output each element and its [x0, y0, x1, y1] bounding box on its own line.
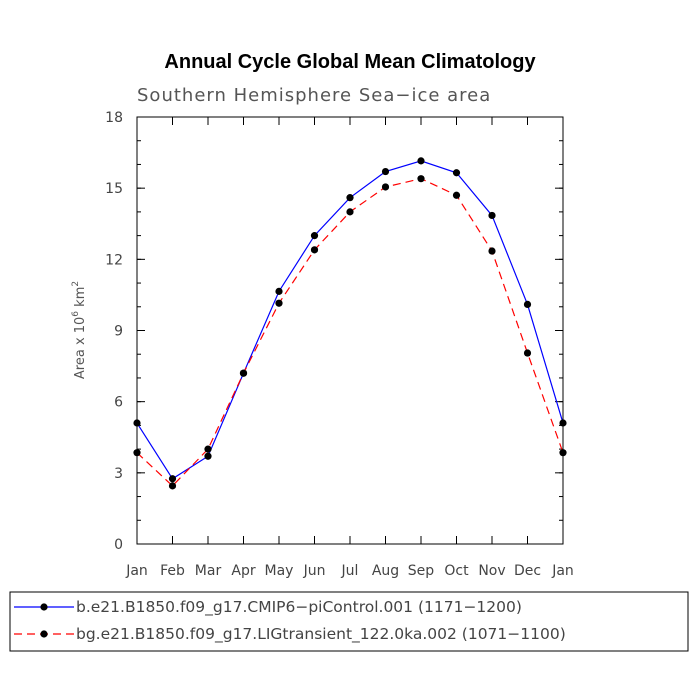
legend-label: bg.e21.B1850.f09_g17.LIGtransient_122.0k…	[76, 625, 566, 644]
x-tick-label: Oct	[444, 563, 469, 579]
data-point	[523, 349, 532, 357]
legend-item-2: bg.e21.B1850.f09_g17.LIGtransient_122.0k…	[14, 625, 566, 644]
data-point	[488, 211, 496, 220]
series-2	[133, 175, 567, 490]
chart-title: Annual Cycle Global Mean Climatology	[164, 51, 536, 73]
y-tick-label: 3	[114, 466, 123, 482]
x-tick-label: Nov	[478, 563, 505, 579]
x-tick-label: Feb	[160, 563, 185, 579]
y-tick-label: 15	[105, 181, 123, 197]
data-point	[133, 419, 141, 427]
data-point	[310, 246, 319, 254]
x-tick-label: Mar	[195, 563, 222, 579]
legend-marker	[40, 603, 48, 611]
data-point	[204, 445, 212, 453]
x-tick-label: Aug	[372, 563, 399, 579]
data-point	[168, 482, 177, 490]
legend-label: b.e21.B1850.f09_g17.CMIP6−piControl.001 …	[76, 598, 522, 617]
data-point	[559, 419, 567, 427]
data-point	[523, 300, 532, 309]
data-point	[381, 183, 390, 191]
legend: b.e21.B1850.f09_g17.CMIP6−piControl.001 …	[9, 591, 689, 652]
y-tick-label: 0	[114, 537, 123, 553]
data-point	[452, 191, 461, 199]
data-point	[488, 247, 496, 255]
data-point	[452, 169, 461, 177]
series-layer	[133, 157, 567, 490]
y-label-unit-exponent: 2	[71, 281, 81, 287]
x-tick-label: Jan	[551, 563, 574, 579]
data-point	[346, 194, 354, 202]
data-point	[133, 449, 141, 457]
plot-frame	[136, 116, 564, 545]
legend-item-1: b.e21.B1850.f09_g17.CMIP6−piControl.001 …	[14, 598, 522, 617]
x-tick-label: Jan	[125, 563, 148, 579]
data-point	[168, 475, 177, 483]
axes: 0 3 6 9 12 15 18 Jan Feb Mar Apr May Jun Jul Aug Sep Oct…	[105, 110, 574, 579]
legend-marker	[40, 630, 48, 638]
chart-subtitle: Southern Hemisphere Sea−ice area	[137, 85, 491, 106]
data-point	[417, 175, 425, 183]
x-tick-label: Apr	[231, 563, 255, 579]
series-1	[133, 157, 567, 483]
data-point	[275, 299, 283, 307]
data-point	[275, 287, 283, 295]
x-tick-label: May	[265, 563, 294, 579]
legend-box	[9, 591, 689, 652]
y-label-prefix: Area x 10	[73, 317, 88, 379]
x-tick-label: Jun	[303, 563, 326, 579]
data-point	[346, 208, 354, 216]
y-axis-label: Area x 106 km2	[71, 281, 88, 379]
y-label-exponent: 6	[71, 311, 81, 317]
y-label-unit: km	[73, 287, 88, 311]
data-point	[239, 369, 248, 377]
data-point	[310, 232, 319, 240]
y-tick-label: 9	[114, 324, 123, 340]
y-tick-label: 6	[114, 395, 123, 411]
x-tick-label: Jul	[341, 563, 359, 579]
x-tick-label: Sep	[408, 563, 435, 579]
data-point	[204, 452, 212, 460]
series-line	[136, 178, 564, 487]
y-tick-label: 12	[105, 252, 123, 268]
y-tick-label: 18	[105, 110, 123, 126]
x-tick-label: Dec	[514, 563, 541, 579]
data-point	[381, 167, 390, 176]
data-point	[417, 157, 425, 165]
data-point	[559, 449, 567, 457]
